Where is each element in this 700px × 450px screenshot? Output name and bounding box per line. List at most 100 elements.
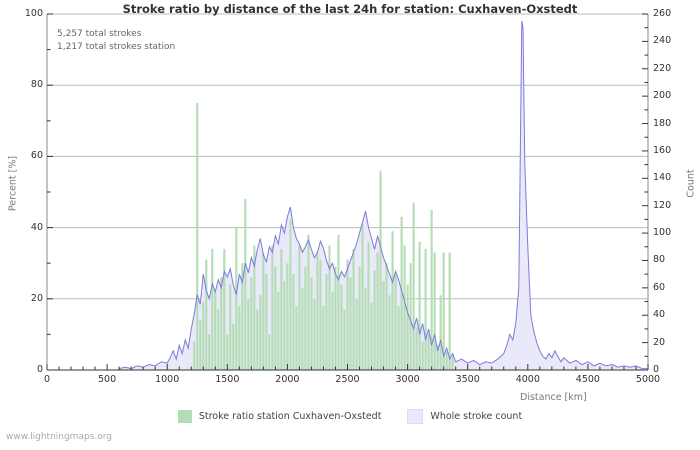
- bar: [280, 248, 283, 370]
- bar: [385, 263, 388, 370]
- bar: [298, 245, 301, 370]
- y2-tick-label: 240: [653, 35, 672, 47]
- y2-tick-label: 20: [653, 336, 666, 348]
- bar: [355, 298, 358, 370]
- bar: [388, 295, 391, 370]
- bar: [349, 277, 352, 370]
- bar: [295, 305, 298, 370]
- bar: [241, 263, 244, 370]
- legend-label-whole-count: Whole stroke count: [430, 411, 523, 422]
- bar: [430, 209, 433, 370]
- y2-tick-label: 100: [653, 227, 672, 239]
- bar: [331, 291, 334, 370]
- bar: [307, 234, 310, 370]
- bar: [439, 295, 442, 370]
- bar: [292, 273, 295, 370]
- y2-tick-label: 220: [653, 62, 672, 74]
- bar: [397, 305, 400, 370]
- bar: [325, 273, 328, 370]
- bar: [283, 281, 286, 370]
- bar: [361, 224, 364, 370]
- bar: [340, 284, 343, 370]
- bar: [391, 231, 394, 370]
- legend-item-0[interactable]: Stroke ratio station Cuxhaven-Oxstedt: [177, 410, 382, 423]
- bar: [412, 202, 415, 370]
- bar: [202, 302, 205, 370]
- chart-title: Stroke ratio by distance of the last 24h…: [122, 2, 578, 16]
- bar: [433, 252, 436, 370]
- y-tick-label: 40: [30, 221, 43, 233]
- bar: [214, 291, 217, 370]
- legend-swatch-stroke-ratio: [177, 410, 192, 423]
- bar: [253, 245, 256, 370]
- x-tick-label: 2000: [275, 374, 300, 385]
- bar: [370, 302, 373, 370]
- bar: [379, 170, 382, 370]
- bar: [229, 284, 232, 370]
- bar: [364, 288, 367, 370]
- x-tick-label: 3500: [455, 374, 480, 385]
- legend-label-stroke-ratio: Stroke ratio station Cuxhaven-Oxstedt: [198, 411, 382, 422]
- bar: [286, 263, 289, 370]
- bar: [271, 245, 274, 370]
- y-tick-label: 100: [24, 8, 43, 19]
- x-tick-label: 5000: [635, 374, 661, 385]
- bar: [343, 309, 346, 370]
- plot-area: [46, 13, 649, 371]
- y2-tick-label: 180: [653, 117, 672, 129]
- bar: [232, 323, 235, 370]
- bar: [445, 352, 448, 370]
- x-tick-label: 3000: [395, 374, 420, 385]
- y2-tick-label: 160: [653, 144, 672, 156]
- bar: [196, 103, 199, 370]
- bar: [334, 266, 337, 370]
- bar: [367, 241, 370, 370]
- legend-swatch-whole-count: [407, 409, 424, 424]
- x-tick-label: 2500: [335, 374, 360, 385]
- bar: [436, 345, 439, 370]
- bar: [220, 277, 223, 370]
- bar: [250, 277, 253, 370]
- footer-watermark: www.lightningmaps.org: [6, 432, 112, 442]
- bar: [424, 248, 427, 370]
- bar: [406, 284, 409, 370]
- bar: [223, 248, 226, 370]
- bar: [394, 273, 397, 370]
- y2-tick-label: 80: [653, 254, 666, 266]
- y2-tick-label: 40: [653, 309, 666, 321]
- bar: [217, 309, 220, 370]
- y-axis-label-right: Count: [685, 169, 697, 198]
- bar: [373, 270, 376, 370]
- bar: [244, 199, 247, 370]
- bar: [205, 259, 208, 370]
- y2-tick-label: 200: [653, 90, 672, 102]
- y-tick-label: 0: [36, 364, 43, 375]
- y2-tick-label: 0: [653, 364, 660, 375]
- legend-item-1[interactable]: Whole stroke count: [407, 409, 522, 424]
- y-tick-label: 60: [30, 150, 43, 162]
- x-tick-label: 4000: [515, 374, 540, 385]
- bar: [211, 248, 214, 370]
- count-line: [119, 20, 648, 370]
- bar: [301, 288, 304, 370]
- chart-legend: Stroke ratio station Cuxhaven-Oxstedt Wh…: [0, 409, 700, 424]
- bar: [259, 295, 262, 370]
- bar: [319, 259, 322, 370]
- y2-tick-label: 120: [653, 199, 672, 211]
- y-tick-label: 20: [30, 292, 43, 304]
- bar: [289, 220, 292, 370]
- bar: [310, 277, 313, 370]
- bar: [382, 281, 385, 370]
- bar: [415, 327, 418, 370]
- annotation-total-strokes-station: 1,217 total strokes station: [57, 42, 176, 52]
- bar: [262, 252, 265, 370]
- bar: [418, 241, 421, 370]
- bar: [448, 252, 451, 370]
- y-tick-label: 80: [30, 79, 43, 91]
- x-tick-label: 500: [98, 374, 117, 385]
- x-tick-label: 4500: [575, 374, 600, 385]
- bar: [409, 263, 412, 370]
- bar: [451, 355, 454, 370]
- bar: [235, 227, 238, 370]
